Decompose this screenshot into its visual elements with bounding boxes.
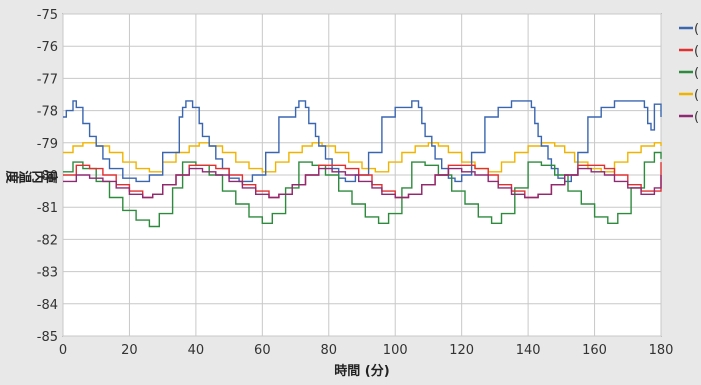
- y-tick-label: -77: [37, 72, 58, 87]
- y-tick-label: -84: [37, 298, 58, 313]
- x-tick-label: 140: [516, 343, 541, 358]
- series-line-3: [63, 151, 662, 228]
- legend-label-1: (: [694, 22, 699, 37]
- legend-label-3: (: [694, 66, 699, 81]
- y-axis-label: 庫内温度 (℃): [0, 167, 58, 183]
- x-tick-label: 80: [321, 343, 338, 358]
- y-tick-label: -83: [37, 266, 58, 281]
- x-tick-label: 180: [649, 343, 674, 358]
- legend: ( ( ( ( (: [679, 22, 699, 125]
- legend-label-5: (: [694, 110, 699, 125]
- series-group: [63, 100, 662, 228]
- x-tick-label: 120: [449, 343, 474, 358]
- x-tick-label: 100: [383, 343, 408, 358]
- y-axis-ticks: -75 -76 -77 -78 -79 -80 -81 -82 -83 -84 -85: [37, 8, 58, 345]
- y-tick-label: -75: [37, 8, 58, 23]
- y-tick-label: -76: [37, 40, 58, 55]
- y-tick-label: -81: [37, 201, 58, 216]
- x-tick-label: 160: [582, 343, 607, 358]
- legend-label-4: (: [694, 88, 699, 103]
- x-tick-label: 20: [121, 343, 138, 358]
- x-tick-label: 0: [59, 343, 67, 358]
- x-axis-label: 時間 (分): [334, 363, 389, 379]
- x-tick-label: 60: [254, 343, 271, 358]
- y-tick-label: -80: [37, 169, 58, 184]
- y-tick-label: -78: [37, 105, 58, 120]
- x-tick-label: 40: [188, 343, 205, 358]
- y-axis-label-group: 庫内温度 (℃): [0, 167, 58, 183]
- legend-label-2: (: [694, 44, 699, 59]
- series-line-1: [63, 100, 662, 183]
- y-tick-label: -79: [37, 137, 58, 152]
- series-line-5: [63, 167, 662, 199]
- y-tick-label: -85: [37, 330, 58, 345]
- y-tick-label: -82: [37, 233, 58, 248]
- x-axis-ticks: 0 20 40 60 80 100 120 140 160 180: [59, 343, 674, 358]
